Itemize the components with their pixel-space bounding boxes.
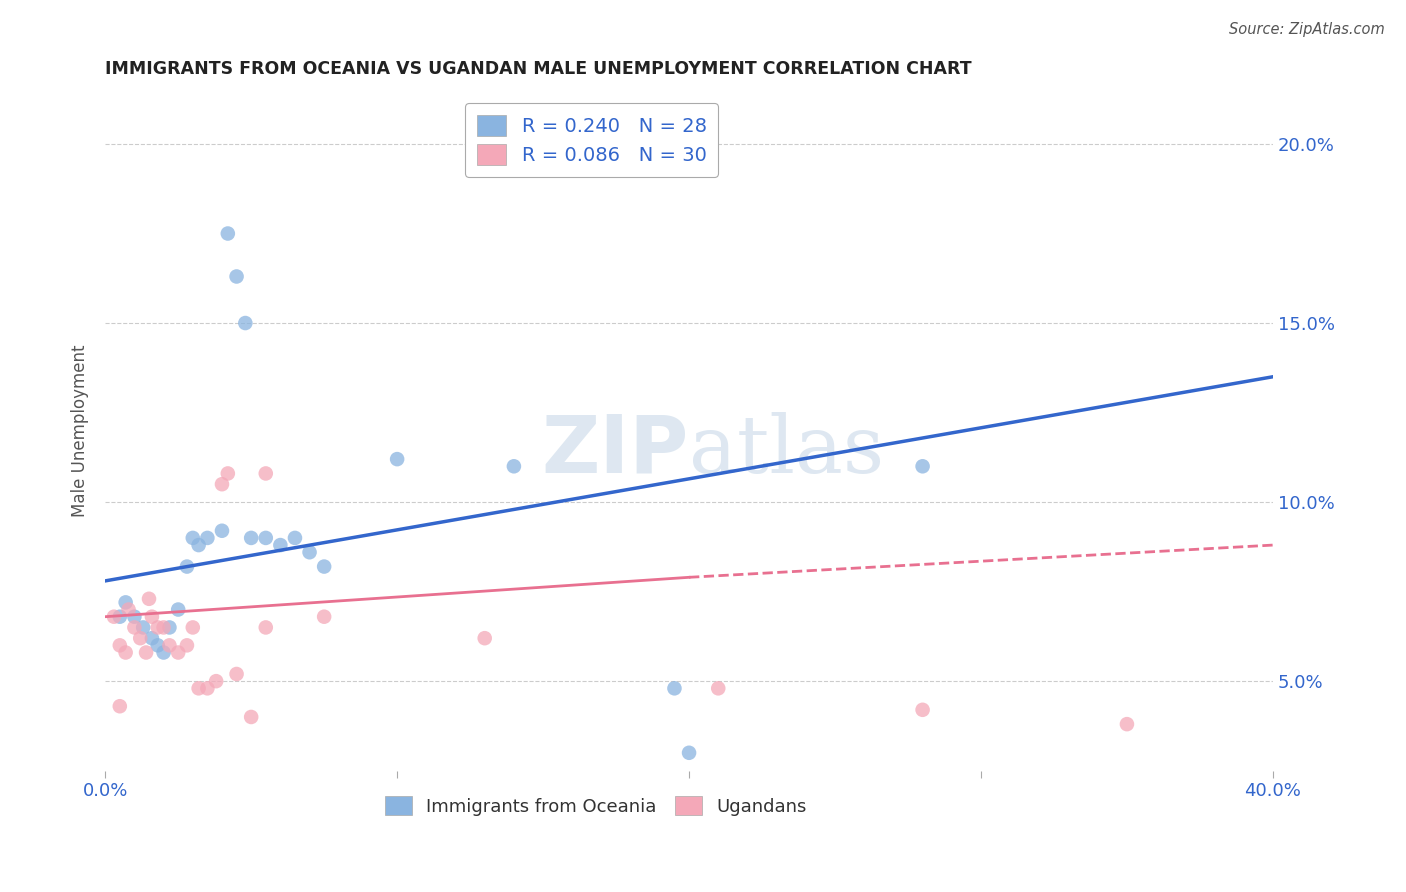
Point	[187, 538, 209, 552]
Point	[211, 524, 233, 538]
Point	[114, 595, 136, 609]
Text: IMMIGRANTS FROM OCEANIA VS UGANDAN MALE UNEMPLOYMENT CORRELATION CHART: IMMIGRANTS FROM OCEANIA VS UGANDAN MALE …	[105, 60, 972, 78]
Point	[707, 681, 730, 696]
Point	[146, 638, 169, 652]
Text: ZIP: ZIP	[541, 412, 689, 490]
Point	[678, 746, 700, 760]
Point	[146, 620, 169, 634]
Point	[385, 452, 408, 467]
Point	[124, 620, 146, 634]
Point	[152, 646, 174, 660]
Point	[503, 459, 526, 474]
Point	[141, 631, 163, 645]
Point	[108, 609, 131, 624]
Point	[225, 667, 247, 681]
Point	[181, 531, 204, 545]
Point	[474, 631, 496, 645]
Point	[152, 620, 174, 634]
Point	[298, 545, 321, 559]
Point	[181, 620, 204, 634]
Point	[195, 531, 218, 545]
Point	[167, 646, 190, 660]
Point	[225, 269, 247, 284]
Point	[211, 477, 233, 491]
Point	[124, 609, 146, 624]
Point	[141, 609, 163, 624]
Point	[240, 531, 263, 545]
Point	[233, 316, 256, 330]
Point	[911, 459, 934, 474]
Point	[314, 559, 336, 574]
Point	[117, 602, 139, 616]
Point	[132, 620, 155, 634]
Point	[108, 699, 131, 714]
Point	[217, 227, 239, 241]
Point	[911, 703, 934, 717]
Text: atlas: atlas	[689, 412, 884, 490]
Point	[129, 631, 152, 645]
Point	[138, 591, 160, 606]
Point	[114, 646, 136, 660]
Point	[135, 646, 157, 660]
Point	[176, 638, 198, 652]
Text: Source: ZipAtlas.com: Source: ZipAtlas.com	[1229, 22, 1385, 37]
Point	[217, 467, 239, 481]
Y-axis label: Male Unemployment: Male Unemployment	[72, 344, 89, 516]
Point	[103, 609, 125, 624]
Point	[284, 531, 307, 545]
Point	[167, 602, 190, 616]
Point	[254, 620, 277, 634]
Point	[1116, 717, 1139, 731]
Point	[205, 674, 228, 689]
Point	[195, 681, 218, 696]
Point	[254, 531, 277, 545]
Point	[159, 638, 181, 652]
Point	[254, 467, 277, 481]
Point	[108, 638, 131, 652]
Point	[269, 538, 291, 552]
Point	[664, 681, 686, 696]
Legend: Immigrants from Oceania, Ugandans: Immigrants from Oceania, Ugandans	[377, 789, 814, 823]
Point	[240, 710, 263, 724]
Point	[176, 559, 198, 574]
Point	[187, 681, 209, 696]
Point	[314, 609, 336, 624]
Point	[159, 620, 181, 634]
